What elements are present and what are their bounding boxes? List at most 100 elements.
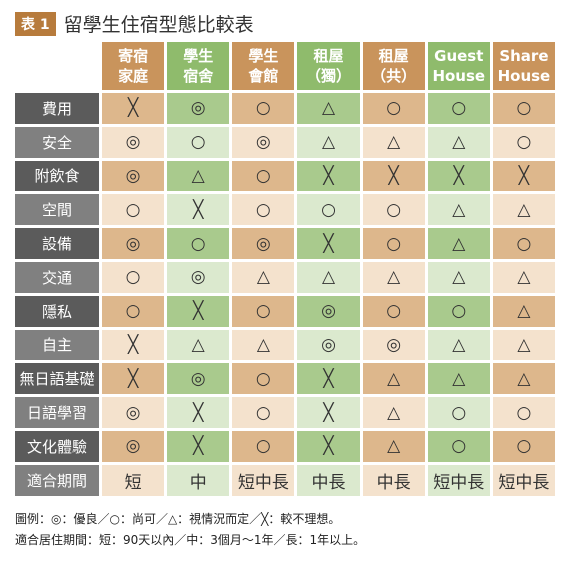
table-cell: ○ bbox=[232, 397, 295, 428]
table-cell: 中長 bbox=[297, 464, 360, 496]
corner bbox=[15, 42, 99, 90]
table-cell: ○ bbox=[427, 295, 490, 327]
table-cell: ◎ bbox=[167, 261, 230, 293]
table: 寄宿 家庭 學生 宿舍 學生 會館 租屋 （獨） 租屋 （共） Guest House Share Hou… bbox=[15, 42, 555, 496]
table-cell: △ bbox=[427, 329, 490, 361]
table-cell: ○ bbox=[362, 295, 425, 327]
table-cell: △ bbox=[362, 126, 425, 158]
column-header: 學生 會館 bbox=[232, 42, 295, 90]
table-cell: ╳ bbox=[297, 228, 360, 259]
row-label: 無日語基礎 bbox=[15, 363, 99, 395]
column-header: 寄宿 家庭 bbox=[102, 42, 165, 90]
table-cell: ╳ bbox=[297, 363, 360, 395]
table-cell: △ bbox=[362, 261, 425, 293]
row-label: 安全 bbox=[15, 126, 99, 158]
table-cell: ○ bbox=[362, 93, 425, 124]
header-line: （獨） bbox=[305, 67, 351, 85]
table-cell: 中 bbox=[167, 464, 230, 496]
header-line: Share bbox=[499, 47, 549, 65]
table-cell: 短 bbox=[102, 464, 165, 496]
table-cell: ╳ bbox=[427, 160, 490, 192]
row-label: 隱私 bbox=[15, 295, 99, 327]
title-block: 表 1 留學生住宿型態比較表 bbox=[15, 10, 254, 37]
table-cell: 短中長 bbox=[427, 464, 490, 496]
table-cell: ◎ bbox=[102, 160, 165, 192]
header-line: House bbox=[432, 67, 486, 85]
table-cell: ╳ bbox=[167, 194, 230, 226]
table-cell: ╳ bbox=[167, 397, 230, 428]
table-cell: △ bbox=[427, 228, 490, 259]
table-cell: ◎ bbox=[102, 126, 165, 158]
row-label: 附飲食 bbox=[15, 160, 99, 192]
table-cell: ◎ bbox=[362, 329, 425, 361]
row-label: 費用 bbox=[15, 93, 99, 124]
table-cell: ╳ bbox=[362, 160, 425, 192]
table-cell: ◎ bbox=[297, 295, 360, 327]
title: 留學生住宿型態比較表 bbox=[63, 14, 254, 36]
table-cell: △ bbox=[427, 261, 490, 293]
row-label: 文化體驗 bbox=[15, 430, 99, 462]
column-header: Share House bbox=[492, 42, 555, 90]
row-label: 設備 bbox=[15, 228, 99, 259]
table-cell: ◎ bbox=[167, 363, 230, 395]
table-cell: ╳ bbox=[167, 295, 230, 327]
table-cell: ○ bbox=[427, 93, 490, 124]
column-header: Guest House bbox=[427, 42, 490, 90]
table-cell: ○ bbox=[492, 397, 555, 428]
table-cell: ╳ bbox=[102, 363, 165, 395]
table-cell: ○ bbox=[102, 295, 165, 327]
row-label: 自主 bbox=[15, 329, 99, 361]
header-line: 租屋 bbox=[378, 47, 409, 65]
column-header: 租屋 （共） bbox=[362, 42, 425, 90]
table-cell: ○ bbox=[232, 363, 295, 395]
table-cell: △ bbox=[167, 160, 230, 192]
table-cell: ◎ bbox=[102, 228, 165, 259]
table-cell: ╳ bbox=[297, 160, 360, 192]
table-cell: ╳ bbox=[492, 160, 555, 192]
table-cell: △ bbox=[427, 194, 490, 226]
header-line: House bbox=[497, 67, 551, 85]
table-cell: △ bbox=[362, 363, 425, 395]
table-cell: ◎ bbox=[102, 397, 165, 428]
table-cell: △ bbox=[492, 363, 555, 395]
row-label: 適合期間 bbox=[15, 464, 99, 496]
table-cell: ○ bbox=[232, 160, 295, 192]
header-line: （共） bbox=[371, 67, 417, 85]
header-line: Guest bbox=[434, 47, 484, 65]
table-cell: △ bbox=[492, 261, 555, 293]
header-line: 學生 bbox=[248, 47, 279, 65]
note: 圖例：◎：優良／○：尚可／△：視情況而定／╳：較不理想。 bbox=[15, 512, 341, 526]
table-cell: ○ bbox=[427, 397, 490, 428]
table-cell: ○ bbox=[362, 194, 425, 226]
table-cell: ╳ bbox=[167, 430, 230, 462]
table-cell: 短中長 bbox=[492, 464, 555, 496]
table-cell: ○ bbox=[167, 126, 230, 158]
table-cell: ◎ bbox=[232, 228, 295, 259]
table-cell: ╳ bbox=[297, 397, 360, 428]
header-line: 寄宿 bbox=[118, 47, 149, 65]
table-cell: ○ bbox=[362, 228, 425, 259]
table-cell: ○ bbox=[492, 93, 555, 124]
table-cell: △ bbox=[232, 329, 295, 361]
table-cell: △ bbox=[297, 126, 360, 158]
header-line: 學生 bbox=[183, 47, 214, 65]
table-cell: ○ bbox=[232, 430, 295, 462]
note: 適合居住期間：短：90天以內／中：3個月～1年／長：1年以上。 bbox=[15, 533, 366, 547]
column-header: 學生 宿舍 bbox=[167, 42, 230, 90]
table-cell: ○ bbox=[232, 93, 295, 124]
table-cell: △ bbox=[297, 93, 360, 124]
table-cell: △ bbox=[492, 295, 555, 327]
table-cell: ○ bbox=[297, 194, 360, 226]
table-cell: △ bbox=[167, 329, 230, 361]
table-cell: 中長 bbox=[362, 464, 425, 496]
table-cell: △ bbox=[427, 363, 490, 395]
table-cell: ○ bbox=[492, 126, 555, 158]
row-label: 空間 bbox=[15, 194, 99, 226]
table-cell: △ bbox=[232, 261, 295, 293]
table-cell: △ bbox=[492, 194, 555, 226]
table-cell: ╳ bbox=[102, 93, 165, 124]
row-label: 日語學習 bbox=[15, 397, 99, 428]
table-cell: ╳ bbox=[297, 430, 360, 462]
header-line: 租屋 bbox=[313, 47, 344, 65]
